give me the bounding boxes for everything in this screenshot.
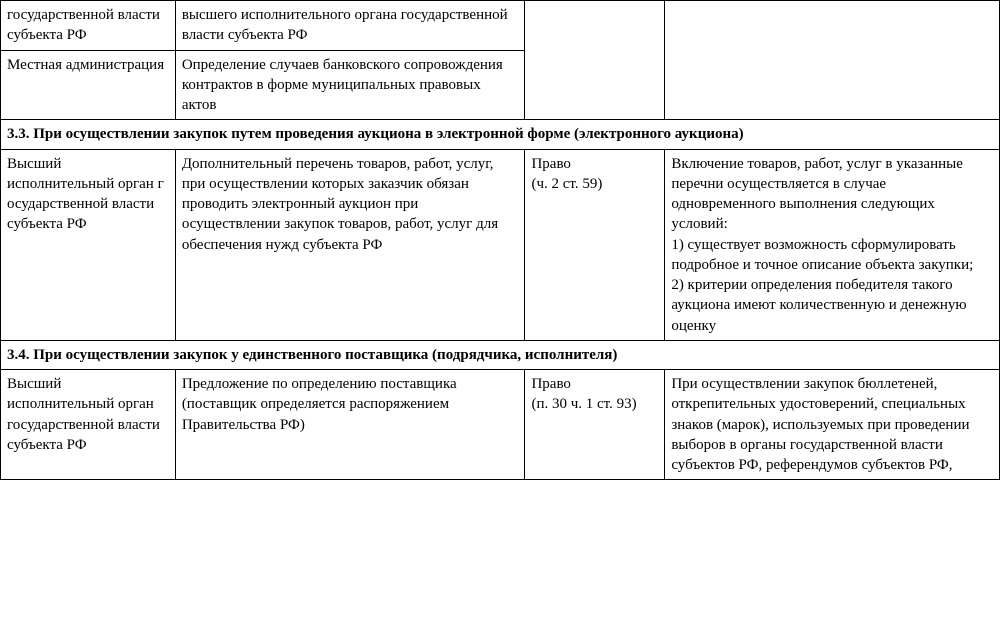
table-cell xyxy=(525,1,665,120)
table-cell: Включение товаров, работ, услуг в указан… xyxy=(665,149,1000,340)
table-header-cell: 3.4. При осуществлении закупок у единств… xyxy=(1,340,1000,369)
table-cell: Предложение по определению поставщика (п… xyxy=(175,370,525,480)
table-cell: Дополнительный перечень товаров, работ, … xyxy=(175,149,525,340)
table-cell: высшего исполнительного органа государст… xyxy=(175,1,525,51)
table-row: Высший исполнительный орган государствен… xyxy=(1,370,1000,480)
table-row: Высший исполнительный орган г осударстве… xyxy=(1,149,1000,340)
table-header-cell: 3.3. При осуществлении закупок путем про… xyxy=(1,120,1000,149)
table-row: государственной власти субъекта РФвысшег… xyxy=(1,1,1000,51)
table-row: 3.3. При осуществлении закупок путем про… xyxy=(1,120,1000,149)
table-cell: Право (ч. 2 ст. 59) xyxy=(525,149,665,340)
table-cell xyxy=(665,1,1000,120)
table-cell: Определение случаев банковского сопровож… xyxy=(175,50,525,120)
regulation-table: государственной власти субъекта РФвысшег… xyxy=(0,0,1000,480)
table-row: 3.4. При осуществлении закупок у единств… xyxy=(1,340,1000,369)
table-cell: Высший исполнительный орган г осударстве… xyxy=(1,149,176,340)
table-cell: государственной власти субъекта РФ xyxy=(1,1,176,51)
regulation-table-body: государственной власти субъекта РФвысшег… xyxy=(1,1,1000,480)
table-cell: Право (п. 30 ч. 1 ст. 93) xyxy=(525,370,665,480)
table-cell: Местная администрация xyxy=(1,50,176,120)
table-cell: При осуществлении закупок бюллетеней, от… xyxy=(665,370,1000,480)
table-cell: Высший исполнительный орган государствен… xyxy=(1,370,176,480)
